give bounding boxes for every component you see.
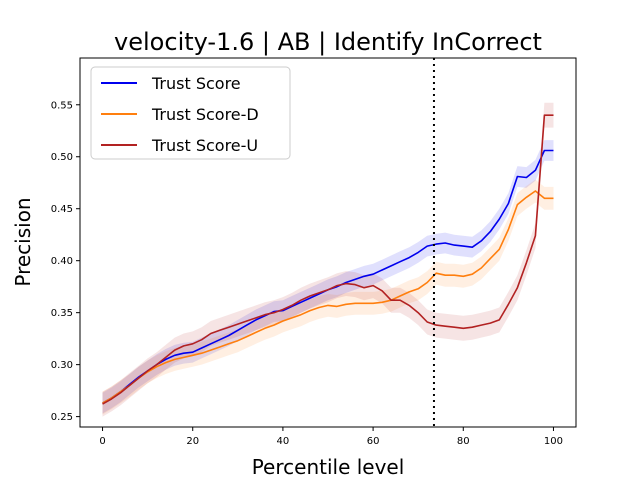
plot-frame bbox=[79, 57, 577, 428]
series-line-1 bbox=[102, 190, 554, 404]
legend-label-1: Trust Score-D bbox=[151, 105, 259, 124]
chart-title: velocity-1.6 | AB | Identify InCorrect bbox=[114, 28, 542, 56]
series-band-1 bbox=[102, 179, 554, 415]
legend-box bbox=[90, 66, 291, 160]
series-band-2 bbox=[102, 102, 554, 417]
y-tick-label: 0.55 bbox=[51, 100, 73, 111]
x-axis-label: Percentile level bbox=[252, 455, 405, 479]
y-tick-label: 0.50 bbox=[51, 152, 73, 163]
y-axis: 0.25 0.30 0.35 0.40 0.45 0.50 0.55 bbox=[51, 100, 80, 423]
x-axis: 0 20 40 60 80 100 bbox=[99, 427, 563, 447]
series-band-0 bbox=[102, 140, 554, 414]
y-axis-label: Precision bbox=[11, 197, 35, 286]
y-tick-label: 0.45 bbox=[51, 204, 73, 215]
legend: Trust Score Trust Score-D Trust Score-U bbox=[90, 66, 291, 160]
y-tick-label: 0.35 bbox=[51, 308, 73, 319]
x-tick-label: 80 bbox=[457, 436, 470, 447]
x-tick-label: 40 bbox=[277, 436, 290, 447]
series-line-2 bbox=[102, 114, 554, 405]
legend-label-2: Trust Score-U bbox=[151, 136, 258, 155]
x-tick-label: 20 bbox=[186, 436, 199, 447]
x-tick-label: 100 bbox=[544, 436, 563, 447]
confidence-bands bbox=[102, 102, 554, 417]
x-tick-label: 0 bbox=[99, 436, 105, 447]
x-tick-label: 60 bbox=[367, 436, 380, 447]
legend-label-0: Trust Score bbox=[151, 74, 241, 93]
y-tick-label: 0.25 bbox=[51, 412, 73, 423]
series-lines bbox=[102, 114, 554, 405]
y-tick-label: 0.40 bbox=[51, 256, 73, 267]
y-tick-label: 0.30 bbox=[51, 360, 73, 371]
